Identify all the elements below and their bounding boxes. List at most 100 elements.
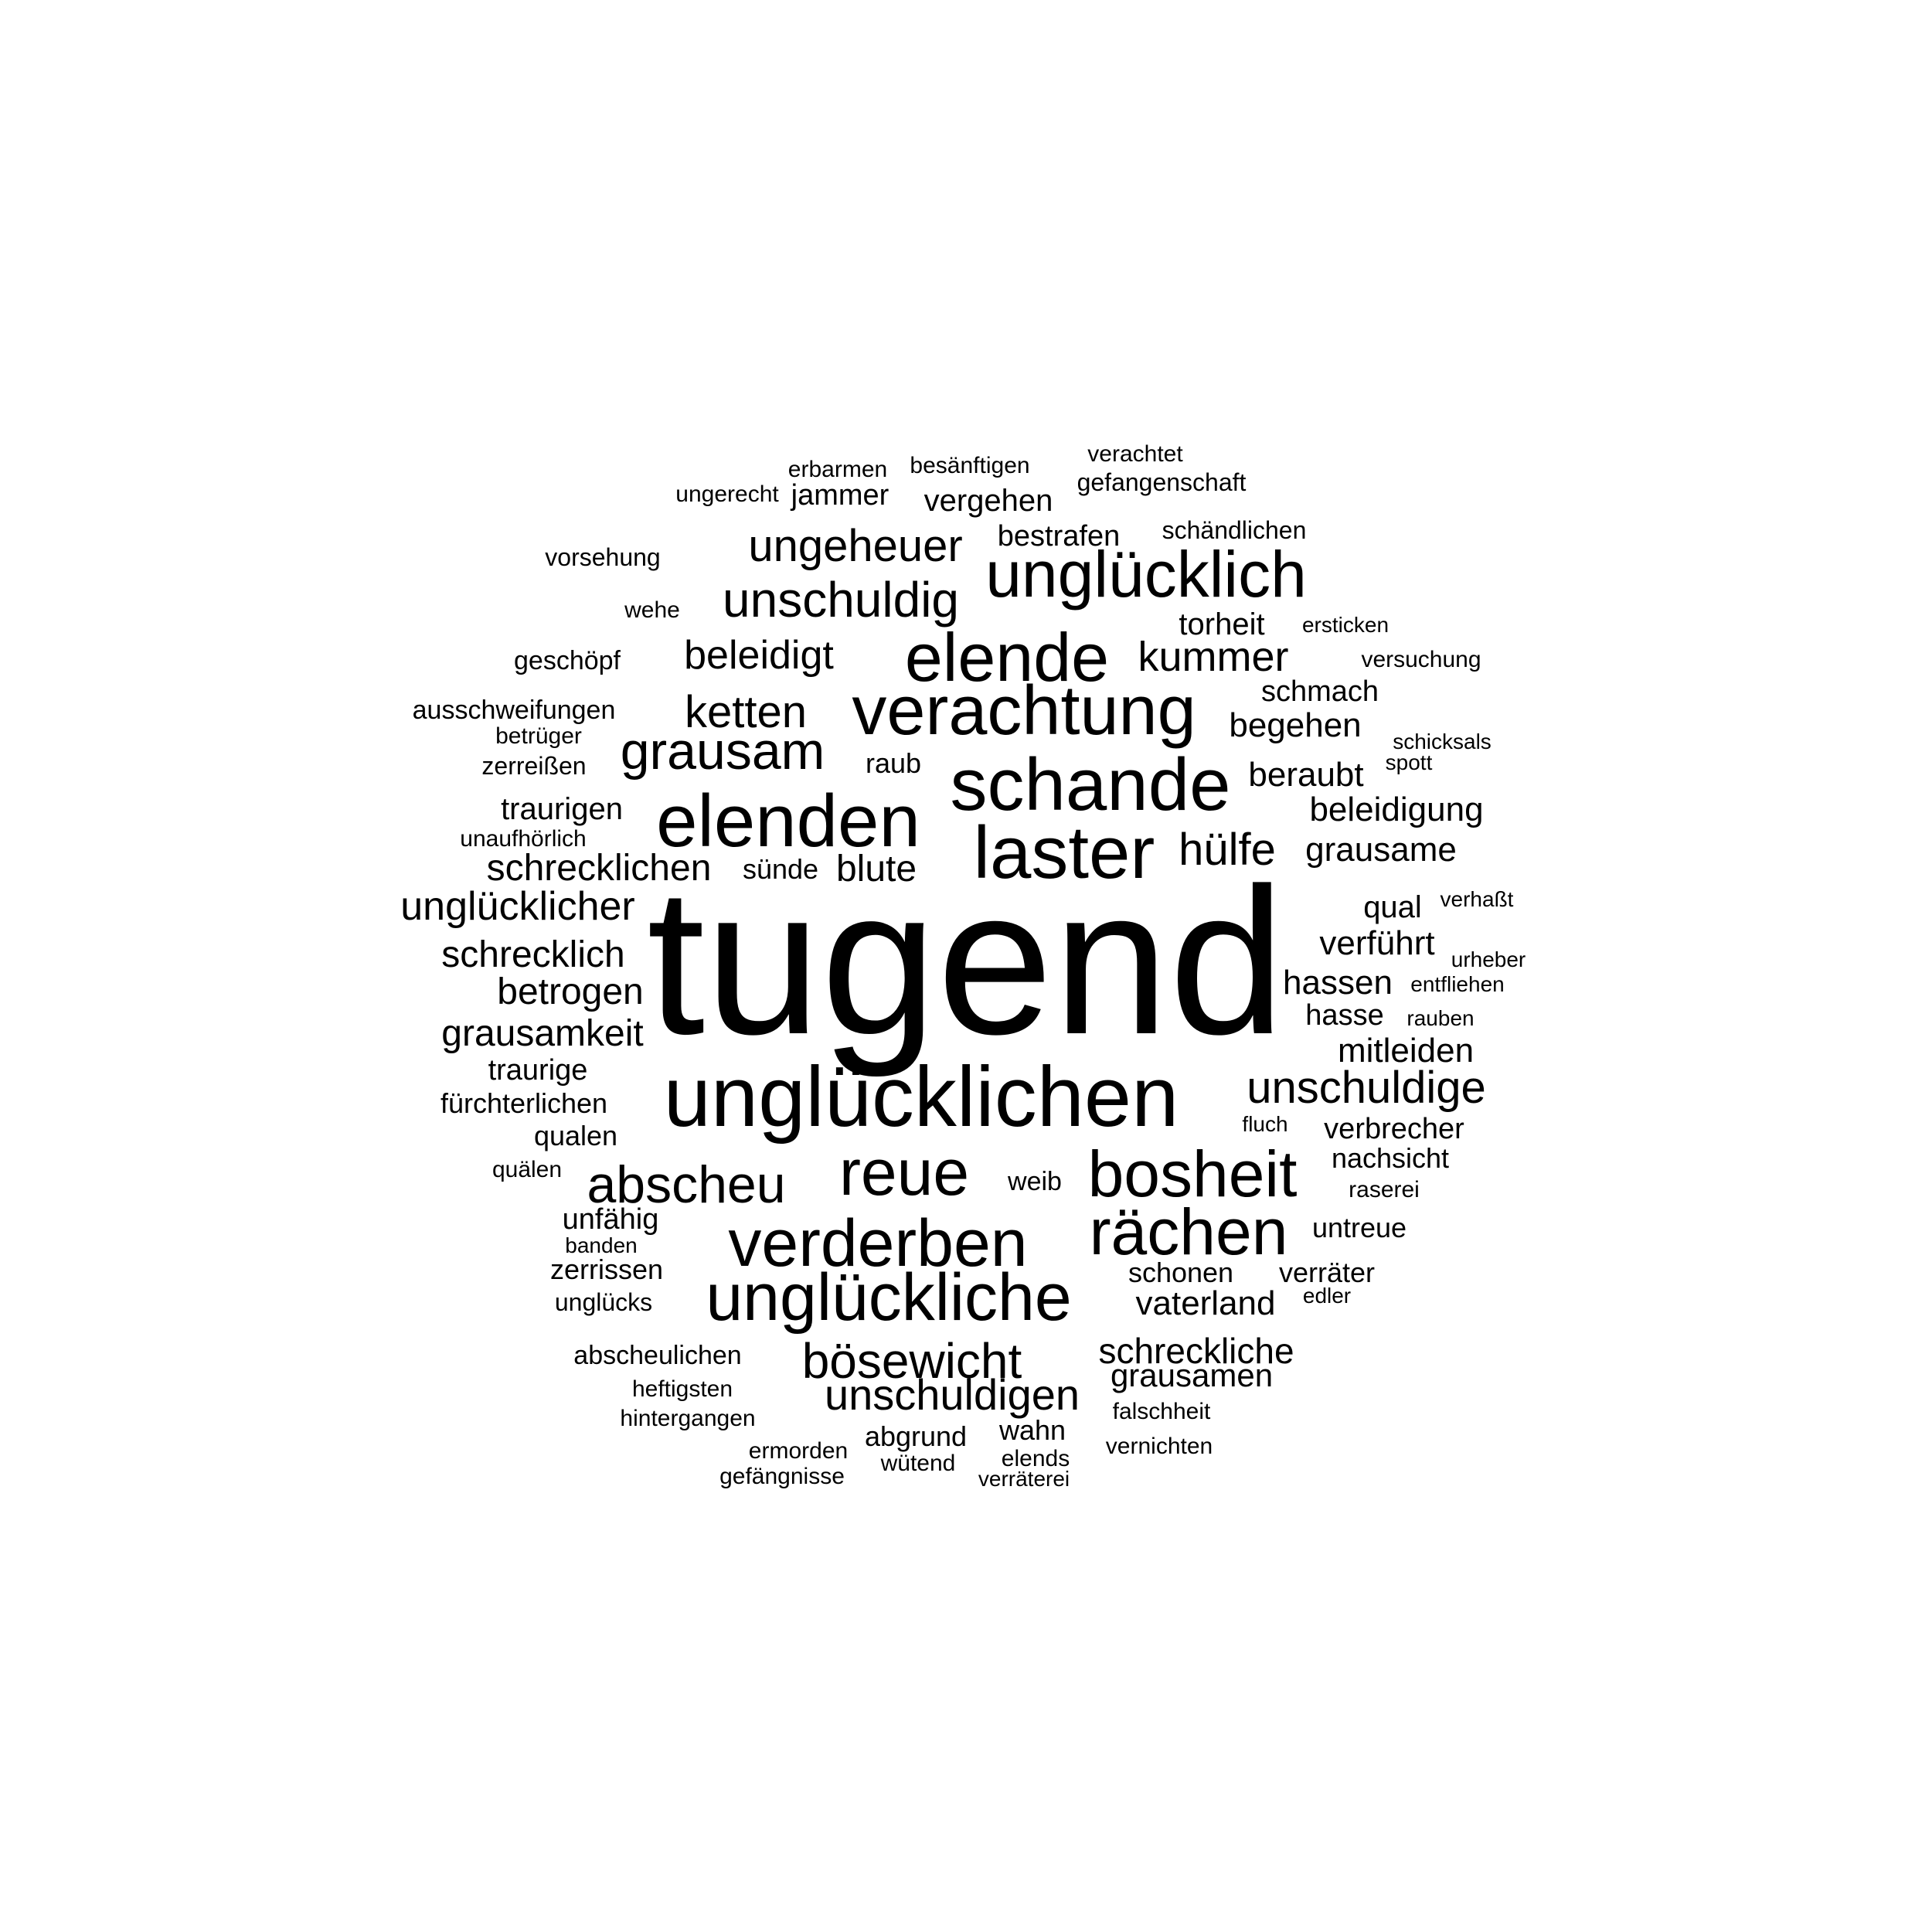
cloud-word: wehe [624,597,680,623]
cloud-word: falschheit [1112,1399,1211,1424]
cloud-word: ungeheuer [748,521,963,571]
cloud-word: unglücklichen [663,1049,1179,1145]
cloud-word: wahn [998,1414,1066,1446]
cloud-word: fürchterlichen [440,1087,608,1119]
cloud-word: grausamkeit [441,1013,644,1054]
cloud-word: unaufhörlich [460,826,587,852]
cloud-word: qualen [533,1120,618,1151]
cloud-word: gefangenschaft [1077,468,1247,496]
cloud-word: grausame [1305,831,1457,869]
cloud-word: unglücklicher [400,884,635,929]
cloud-word: vergehen [923,484,1053,518]
cloud-word: raserei [1349,1177,1420,1202]
cloud-word: grausamen [1110,1357,1274,1393]
cloud-word: zerreißen [481,752,587,780]
cloud-word: unglücklich [985,538,1307,611]
cloud-word: unfähig [562,1203,659,1236]
cloud-word: fluch [1242,1112,1288,1136]
cloud-word: sünde [742,853,819,885]
cloud-word: hülfe [1179,825,1276,875]
cloud-word: vorsehung [545,543,661,571]
cloud-word: gefängnisse [719,1464,845,1489]
cloud-word: vaterland [1135,1284,1276,1322]
cloud-word: ungerecht [675,481,779,507]
cloud-word: wütend [880,1451,956,1476]
cloud-word: ketten [685,687,807,737]
cloud-word: schrecklich [441,934,625,975]
cloud-word: spott [1385,750,1433,774]
cloud-word: verderben [728,1206,1028,1281]
cloud-word: untreue [1311,1212,1407,1243]
cloud-word: abscheu [587,1155,786,1214]
cloud-word: banden [565,1233,638,1257]
cloud-word: traurige [488,1054,588,1087]
cloud-word: ersticken [1301,613,1389,637]
cloud-word: urheber [1451,947,1526,971]
cloud-word: verhaßt [1440,887,1514,911]
cloud-word: quälen [492,1157,563,1182]
cloud-word: verräter [1278,1257,1376,1288]
cloud-word: zerrissen [549,1253,664,1285]
cloud-word: traurigen [501,792,623,826]
cloud-word: torheit [1179,607,1265,641]
cloud-word: rächen [1089,1196,1288,1268]
cloud-word: unglückliche [706,1260,1072,1335]
cloud-word: beleidigt [684,633,834,678]
cloud-word: kummer [1138,634,1289,680]
cloud-word: betrüger [495,723,582,749]
cloud-word: schrecklichen [486,848,712,889]
cloud-word: blute [835,849,917,889]
cloud-word: entfliehen [1410,972,1505,996]
cloud-word: abscheulichen [573,1341,742,1370]
cloud-word: hintergangen [620,1406,756,1431]
cloud-word: elenden [656,780,920,862]
cloud-word: versuchung [1361,647,1481,672]
cloud-word: bestrafen [997,520,1121,553]
cloud-word: mitleiden [1337,1032,1475,1070]
cloud-word: elends [1001,1446,1070,1471]
cloud-word: abgrund [864,1420,968,1452]
cloud-word: ermorden [748,1438,849,1464]
cloud-word: besänftigen [910,453,1030,478]
cloud-word: edler [1302,1284,1352,1308]
cloud-word: laster [973,811,1155,894]
cloud-word: elende [904,619,1110,696]
cloud-word: hasse [1305,999,1384,1032]
cloud-word: schreckliche [1098,1331,1294,1371]
cloud-word: vernichten [1105,1434,1213,1459]
cloud-word: schicksals [1393,730,1492,753]
cloud-word: reue [838,1136,970,1209]
cloud-word: nachsicht [1331,1142,1450,1174]
cloud-word: schonen [1128,1257,1234,1288]
cloud-word: grausam [620,722,825,781]
cloud-word: verräterei [978,1467,1070,1491]
cloud-word: betrogen [497,971,644,1012]
cloud-word: rauben [1406,1006,1475,1030]
cloud-word: geschöpf [514,646,621,675]
cloud-word: verachtet [1087,441,1183,467]
cloud-word: ausschweifungen [412,696,616,725]
cloud-word: schande [950,743,1231,826]
cloud-word: heftigsten [631,1376,733,1402]
cloud-word: unschuldige [1247,1063,1486,1113]
cloud-word: hassen [1283,964,1393,1002]
cloud-word: weib [1008,1167,1062,1196]
cloud-word: raub [865,747,922,779]
cloud-word: unschuldigen [824,1370,1080,1419]
cloud-word: unglücks [554,1288,653,1316]
cloud-word: unschuldig [723,572,959,628]
cloud-word: verachtung [852,672,1196,750]
cloud-word: schändlichen [1162,516,1307,544]
cloud-word: begehen [1229,706,1362,744]
cloud-word: verführt [1319,924,1435,962]
cloud-word: beraubt [1248,756,1364,794]
cloud-word: schmach [1260,675,1379,708]
cloud-word: bosheit [1087,1138,1298,1210]
cloud-word: verbrecher [1324,1113,1464,1145]
cloud-word: jammer [791,479,889,512]
cloud-word: tugend [647,845,1285,1078]
cloud-word: qual [1363,890,1422,924]
cloud-word: beleidigung [1309,791,1484,828]
cloud-word: erbarmen [787,457,888,482]
